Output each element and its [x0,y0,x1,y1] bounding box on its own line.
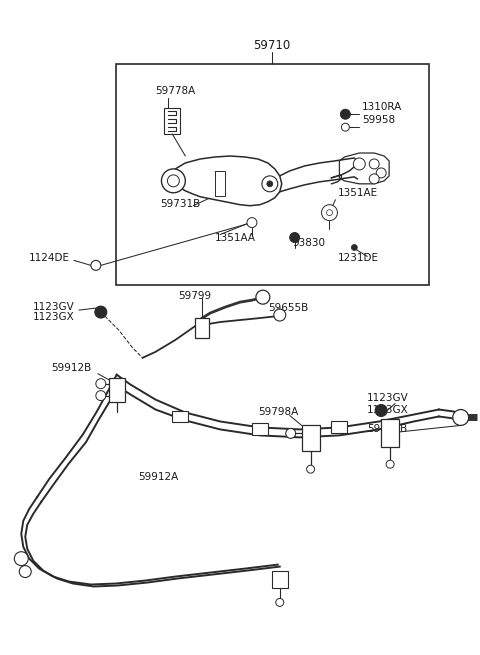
Text: 1231DE: 1231DE [337,253,378,263]
Circle shape [369,159,379,169]
Bar [172,411,188,422]
Bar [381,419,399,447]
Circle shape [351,244,357,250]
Circle shape [247,217,257,227]
Text: 59958: 59958 [362,115,396,125]
Circle shape [453,409,468,426]
Text: 59778A: 59778A [156,86,196,96]
Text: 59655B: 59655B [367,424,408,434]
Circle shape [96,390,106,401]
Text: 1123GV: 1123GV [367,392,409,403]
Circle shape [276,599,284,607]
Bar [109,378,125,402]
Circle shape [286,428,296,438]
Circle shape [267,181,273,187]
Circle shape [375,405,387,417]
Text: 59798A: 59798A [258,407,298,417]
Text: 1123GV: 1123GV [33,302,75,312]
Circle shape [376,168,386,178]
Circle shape [91,261,101,271]
Circle shape [353,158,365,170]
Circle shape [14,552,28,566]
Circle shape [161,169,185,193]
Text: 1351AA: 1351AA [215,233,256,242]
Text: 93830: 93830 [293,238,326,248]
Circle shape [95,306,107,318]
Text: 1123GX: 1123GX [367,405,409,415]
Text: 1123GX: 1123GX [33,312,75,322]
Text: 59912B: 59912B [51,363,91,373]
Circle shape [322,205,337,221]
Bar [195,318,209,338]
Circle shape [19,566,31,578]
Bar [332,421,348,434]
Text: 59912A: 59912A [139,472,179,482]
Text: 1310RA: 1310RA [362,102,403,112]
Text: 1124DE: 1124DE [29,253,70,263]
Circle shape [256,290,270,304]
Text: 59799: 59799 [179,291,212,301]
Bar [301,426,320,451]
Circle shape [340,109,350,119]
Bar [272,571,288,588]
Circle shape [274,309,286,321]
Circle shape [341,123,349,131]
Bar [116,64,429,285]
Bar [165,108,180,134]
Circle shape [307,465,314,473]
Text: 1351AE: 1351AE [337,188,378,198]
Circle shape [386,460,394,468]
Circle shape [326,210,333,215]
Text: 59655B: 59655B [268,303,308,313]
Bar [252,423,268,436]
Text: 59731B: 59731B [160,198,201,209]
Circle shape [168,175,180,187]
Circle shape [369,174,379,184]
Text: 59710: 59710 [253,39,290,52]
Circle shape [290,233,300,242]
Circle shape [96,379,106,388]
Circle shape [262,176,278,192]
